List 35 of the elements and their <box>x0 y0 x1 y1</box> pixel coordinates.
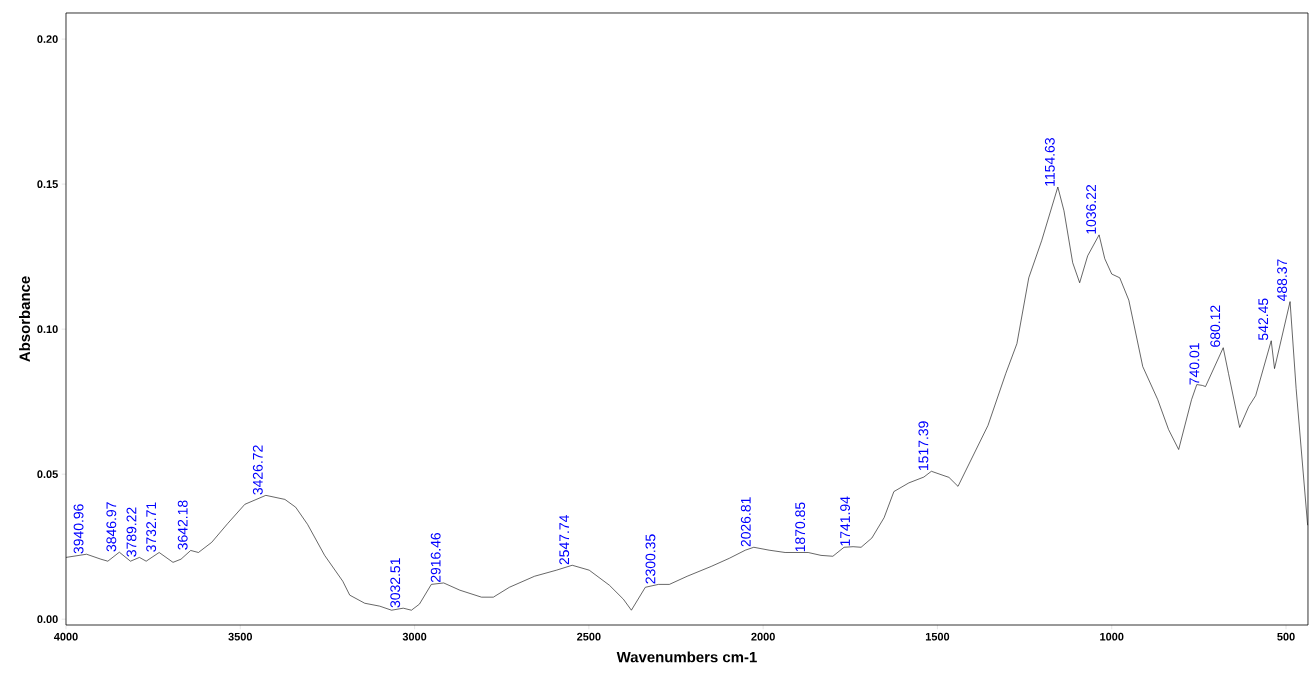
annotation: 3642.18 <box>177 500 188 550</box>
annotation: 2026.81 <box>740 497 751 547</box>
y-tick-label: 0.20 <box>37 35 58 43</box>
x-tick-label: 1000 <box>1100 632 1124 641</box>
y-axis-title: Absorbance <box>19 276 31 362</box>
x-tick-label: 3500 <box>228 632 252 641</box>
annotation: 488.37 <box>1277 259 1288 302</box>
x-axis-title: Wavenumbers cm-1 <box>616 651 757 663</box>
annotation: 3732.71 <box>146 502 157 552</box>
annotation: 1036.22 <box>1086 184 1097 234</box>
x-tick-label: 4000 <box>53 632 78 641</box>
y-tick-label: 0.10 <box>37 325 58 334</box>
annotation: 3789.22 <box>126 507 137 557</box>
x-tick-label: 3000 <box>402 632 427 641</box>
annotation: 3032.51 <box>390 558 401 608</box>
x-tick-label: 500 <box>1277 632 1295 641</box>
x-tick-label: 1500 <box>925 632 950 641</box>
x-tick-label: 2500 <box>577 632 601 641</box>
annotation: 740.01 <box>1189 343 1200 385</box>
annotation: 3940.96 <box>73 504 84 554</box>
annotation: 3426.72 <box>252 445 263 495</box>
annotation: 2916.46 <box>430 532 441 583</box>
annotation: 2300.35 <box>645 534 656 584</box>
x-tick-label: 2000 <box>751 632 775 641</box>
annotation: 542.45 <box>1258 298 1269 340</box>
y-tick-label: 0.15 <box>37 180 58 188</box>
annotation: 1517.39 <box>918 421 929 471</box>
annotation: 680.12 <box>1210 305 1221 347</box>
y-tick-label: 0.00 <box>37 615 58 624</box>
annotation: 1154.63 <box>1044 138 1055 186</box>
y-tick-label: 0.05 <box>37 470 58 479</box>
annotation: 3846.97 <box>106 502 117 552</box>
annotation: 1741.94 <box>840 496 851 546</box>
annotation: 2547.74 <box>559 515 570 565</box>
annotation: 1870.85 <box>795 502 806 552</box>
